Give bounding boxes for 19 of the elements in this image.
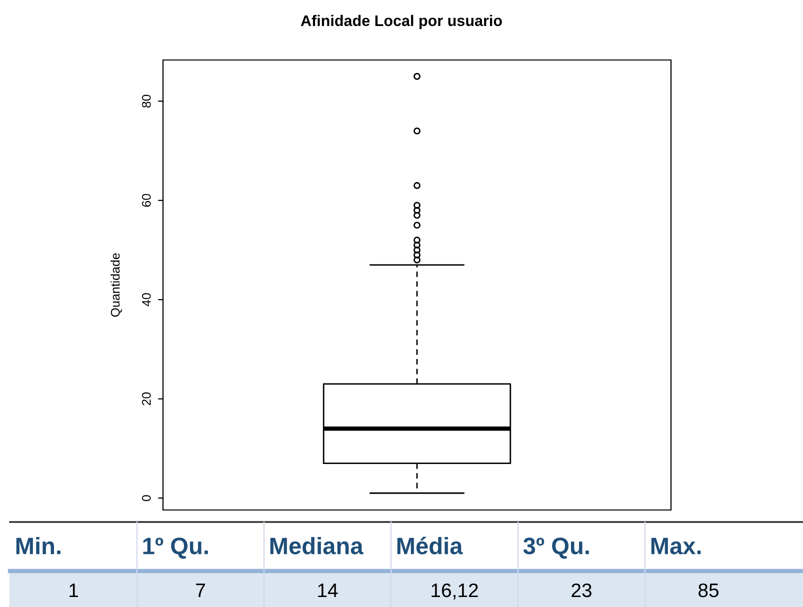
text: 16,12	[432, 583, 478, 600]
y-axis-title: Quantidade	[110, 253, 122, 317]
y-tick-label: 60	[142, 194, 151, 207]
text: 7	[196, 584, 205, 598]
text: Média	[397, 536, 463, 554]
text: 23	[572, 583, 592, 598]
text: 14	[318, 584, 338, 598]
text: Mediana	[270, 536, 364, 554]
text: 3º Qu.	[523, 538, 589, 559]
chart-title: Afinidade Local por usuario	[300, 14, 502, 30]
y-tick-label: 0	[142, 495, 151, 502]
text: 1	[70, 584, 78, 598]
y-tick-label: 80	[142, 94, 151, 108]
text: Min.	[16, 536, 60, 554]
y-tick-label: 20	[142, 392, 151, 406]
y-tick-label: 40	[142, 293, 151, 306]
text: 85	[698, 583, 718, 598]
text: 1º Qu.	[143, 538, 208, 559]
text: Max.	[651, 538, 701, 554]
